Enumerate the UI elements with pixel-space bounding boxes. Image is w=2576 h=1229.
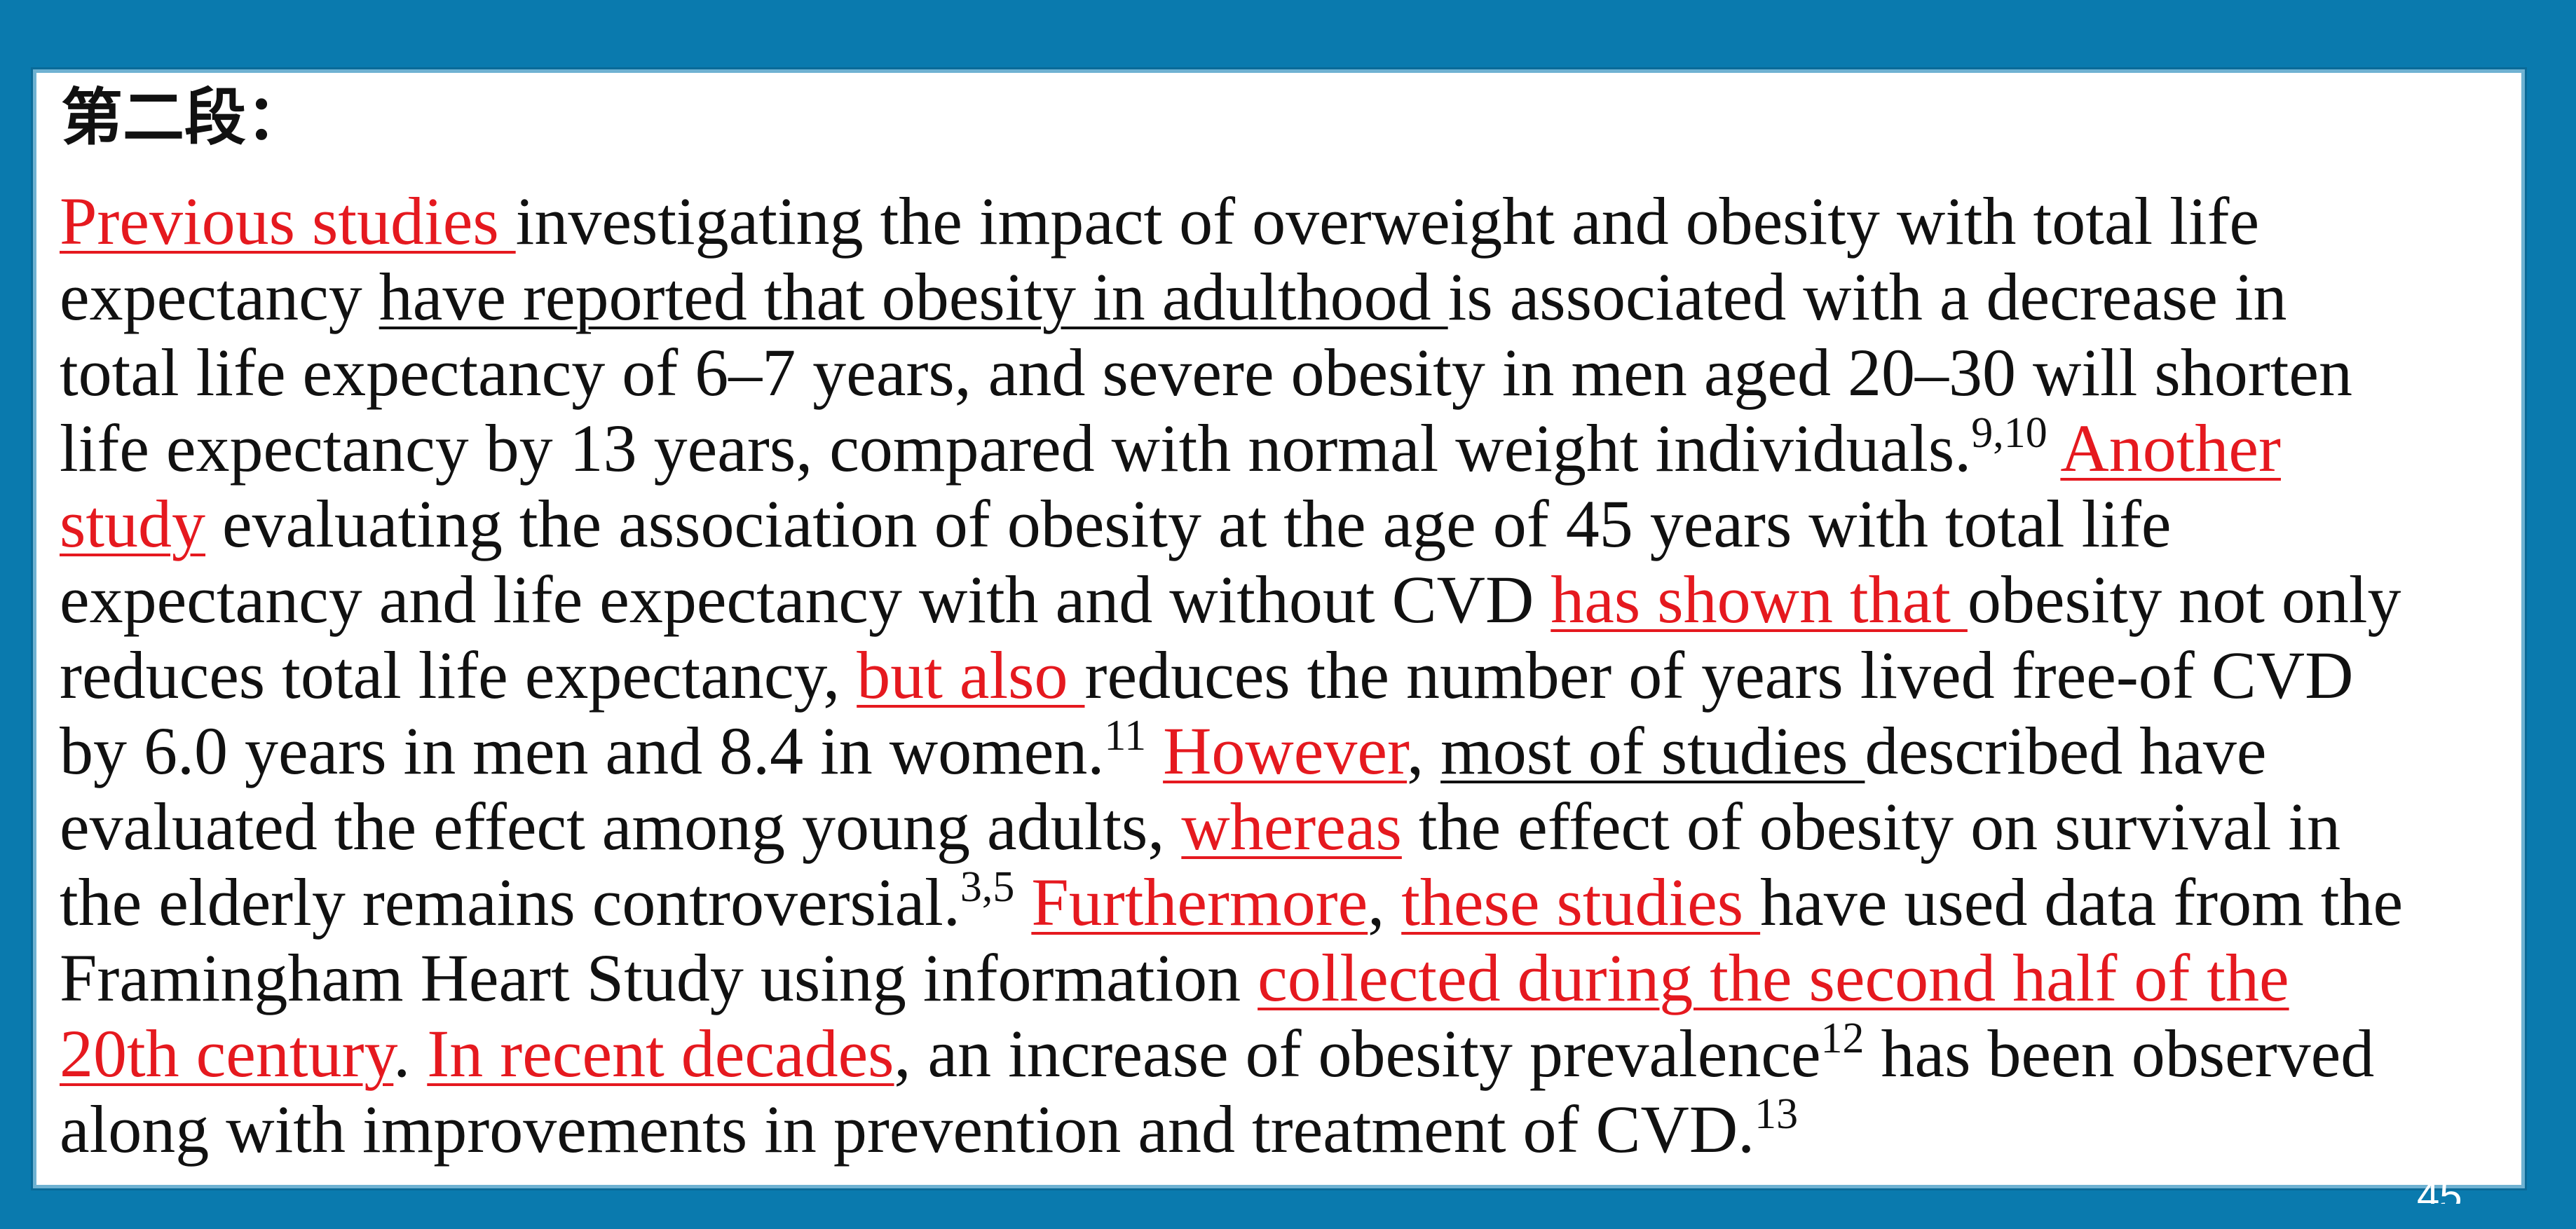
text-segment [1014, 865, 1031, 940]
text-line-2: expectancy have reported that obesity in… [60, 259, 2403, 335]
text-segment: expectancy and life expectancy with and … [60, 562, 1551, 637]
text-segment [2047, 411, 2061, 486]
section-heading: 第二段： [61, 81, 308, 153]
citation: 12 [1820, 1015, 1865, 1062]
text-segment: . [393, 1016, 428, 1091]
text-line-9: evaluated the effect among young adults,… [60, 789, 2403, 865]
highlight-another: Another [2060, 411, 2281, 486]
highlight-collected-during: collected during the second half of the [1258, 940, 2289, 1015]
text-segment: expectancy [60, 259, 379, 334]
citation: 3,5 [960, 863, 1015, 911]
text-segment [1146, 713, 1163, 788]
text-line-8: by 6.0 years in men and 8.4 in women.11 … [60, 713, 2403, 789]
text-segment: have used data from the [1760, 865, 2404, 940]
text-line-10: the elderly remains controversial.3,5 Fu… [60, 865, 2403, 940]
text-segment: Framingham Heart Study using information [60, 940, 1258, 1015]
text-line-12: 20th century. In recent decades, an incr… [60, 1016, 2403, 1092]
text-segment: by 6.0 years in men and 8.4 in women. [60, 713, 1105, 788]
highlight-however: However [1163, 713, 1408, 788]
text-segment: total life expectancy of 6–7 years, and … [60, 335, 2352, 410]
text-segment: the effect of obesity on survival in [1401, 789, 2341, 864]
citation: 11 [1104, 712, 1147, 760]
text-segment: evaluating the association of obesity at… [205, 486, 2172, 561]
highlight-has-shown-that: has shown that [1551, 562, 1968, 637]
highlight-in-recent-decades: In recent decades [427, 1016, 894, 1091]
text-line-13: along with improvements in prevention an… [60, 1092, 2403, 1167]
citation: 9,10 [1971, 409, 2047, 457]
text-segment: , [1407, 713, 1441, 788]
text-segment: investigating the impact of overweight a… [515, 184, 2260, 259]
text-segment: reduces total life expectancy, [60, 638, 857, 713]
text-segment: described have [1865, 713, 2267, 788]
highlight-previous-studies: Previous studies [60, 184, 516, 259]
highlight-but-also: but also [857, 638, 1085, 713]
paragraph-text: Previous studies investigating the impac… [60, 184, 2403, 1167]
text-line-1: Previous studies investigating the impac… [60, 184, 2403, 259]
highlight-whereas: whereas [1181, 789, 1402, 864]
text-segment: , an increase of obesity prevalence [894, 1016, 1821, 1091]
highlight-20th-century: 20th century [60, 1016, 394, 1091]
text-segment: life expectancy by 13 years, compared wi… [60, 411, 1972, 486]
text-segment: the elderly remains controversial. [60, 865, 960, 940]
text-segment: has been observed [1864, 1016, 2375, 1091]
text-segment: evaluated the effect among young adults, [60, 789, 1182, 864]
highlight-study: study [60, 486, 206, 561]
text-line-5: study evaluating the association of obes… [60, 486, 2403, 562]
text-segment: along with improvements in prevention an… [60, 1092, 1755, 1167]
text-segment: obesity not only [1967, 562, 2401, 637]
text-segment: is associated with a decrease in [1447, 259, 2287, 334]
content-panel [33, 69, 2525, 1188]
text-line-11: Framingham Heart Study using information… [60, 940, 2403, 1016]
text-line-3: total life expectancy of 6–7 years, and … [60, 335, 2403, 411]
citation: 13 [1754, 1090, 1799, 1138]
text-line-7: reduces total life expectancy, but also … [60, 638, 2403, 713]
underlined-most-of-studies: most of studies [1440, 713, 1865, 788]
highlight-these-studies: these studies [1401, 865, 1761, 940]
page-number: 45 [2417, 1176, 2462, 1204]
highlight-furthermore: Furthermore [1031, 865, 1368, 940]
text-segment: , [1368, 865, 1402, 940]
text-line-4: life expectancy by 13 years, compared wi… [60, 411, 2403, 486]
underlined-have-reported: have reported that obesity in adulthood [379, 259, 1448, 334]
text-segment: reduces the number of years lived free-o… [1084, 638, 2354, 713]
text-line-6: expectancy and life expectancy with and … [60, 562, 2403, 638]
